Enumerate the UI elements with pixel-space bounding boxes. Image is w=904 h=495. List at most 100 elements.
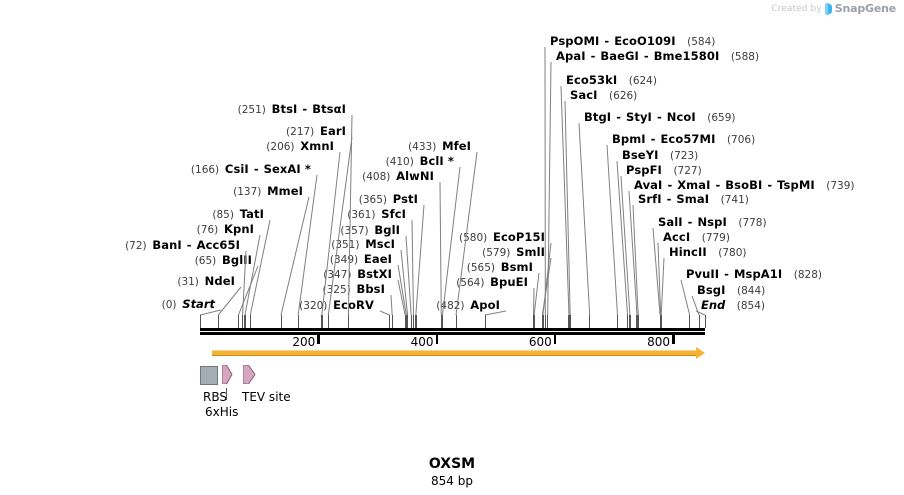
enzyme-label[interactable]: (408) AlwNI [362,170,434,183]
enzyme-label[interactable]: (251) BtsI - BtsαI [238,103,346,116]
cut-site-tick[interactable] [407,315,409,328]
enzyme-label[interactable]: (347) BstXI [323,268,392,281]
enzyme-label[interactable]: End (854) [701,299,765,312]
orf-arrow-body[interactable] [212,350,697,356]
enzyme-label[interactable]: (579) SmlI [482,246,545,259]
enzyme-name: AccI [663,230,691,244]
leader-line [564,100,571,316]
enzyme-label[interactable]: (410) BclI * [386,155,454,168]
enzyme-separator: - [663,178,677,192]
enzyme-label[interactable]: (433) MfeI [408,140,471,153]
enzyme-label[interactable]: BsgI (844) [697,284,765,297]
enzyme-separator: - [298,102,312,116]
cut-site-tick[interactable] [415,315,417,328]
enzyme-label[interactable]: (85) TatI [212,208,264,221]
enzyme-label[interactable]: (166) CsiI - SexAI * [191,163,311,176]
cut-site-tick[interactable] [440,315,442,328]
enzyme-label[interactable]: ApaI - BaeGI - Bme1580I (588) [556,50,759,63]
cut-site-tick[interactable] [704,315,706,328]
enzyme-label[interactable]: BseYI (723) [622,149,698,162]
cut-site-tick[interactable] [660,315,662,328]
cut-site-tick[interactable] [237,315,240,328]
enzyme-label[interactable]: (320) EcoRV [299,299,374,312]
enzyme-position: (361) [347,209,376,221]
ruler-tick [435,335,439,344]
cut-site-tick[interactable] [242,315,244,328]
feature-shape-rbs[interactable] [200,366,218,385]
enzyme-label[interactable]: (65) BglII [195,254,252,267]
enzyme-label[interactable]: AccI (779) [663,231,730,244]
enzyme-label[interactable]: HincII (780) [669,246,746,259]
enzyme-label[interactable]: (76) KpnI [197,223,254,236]
cut-site-tick[interactable] [544,315,547,328]
enzyme-label[interactable]: AvaI - XmaI - BsoBI - TspMI (739) [634,179,855,192]
cut-site-tick[interactable] [297,315,299,328]
cut-site-tick[interactable] [347,315,350,328]
cut-site-tick[interactable] [405,315,408,328]
enzyme-name: TspMI [777,178,815,192]
enzyme-label[interactable]: Eco53kI (624) [566,74,657,87]
cut-site-tick[interactable] [321,315,323,328]
cut-site-tick[interactable] [327,315,329,328]
enzyme-label[interactable]: (349) EaeI [330,253,392,266]
leader-line [606,144,618,316]
cut-site-tick[interactable] [689,315,691,328]
cut-site-tick[interactable] [280,315,282,328]
enzyme-separator: - [586,49,600,63]
leader-line [560,85,570,316]
cut-site-tick[interactable] [629,315,631,328]
cut-site-tick[interactable] [249,315,251,328]
enzyme-label[interactable]: (482) ApoI [436,299,500,312]
cut-site-tick[interactable] [616,315,619,328]
enzyme-label[interactable]: (31) NdeI [177,275,235,288]
enzyme-label[interactable]: (580) EcoP15I [459,231,545,244]
enzyme-label[interactable]: (217) EarI [286,125,346,138]
enzyme-label[interactable]: (351) MscI [331,238,395,251]
cut-site-tick[interactable] [410,315,412,328]
enzyme-name: BtgI [584,110,612,124]
cut-site-tick[interactable] [244,315,246,328]
cut-site-tick[interactable] [217,315,220,328]
enzyme-label[interactable]: (365) PstI [359,193,418,206]
cut-site-tick[interactable] [404,315,406,328]
feature-shape-arrow[interactable] [243,365,257,384]
cut-site-tick[interactable] [388,315,390,328]
enzyme-name: XmaI [677,178,711,192]
enzyme-label[interactable]: SacI (626) [570,89,637,102]
cut-site-tick[interactable] [533,315,535,328]
enzyme-label[interactable]: (357) BglI [340,224,400,237]
enzyme-label[interactable]: (206) XmnI [266,140,334,153]
enzyme-label[interactable]: (565) BsmI [467,261,533,274]
cut-site-tick[interactable] [637,315,639,328]
cut-site-tick[interactable] [636,315,638,328]
cut-site-tick[interactable] [568,315,570,328]
enzyme-label[interactable]: (137) MmeI [233,185,303,198]
enzyme-label[interactable]: PvuII - MspA1I (828) [686,268,822,281]
leader-line [628,190,638,316]
enzyme-label[interactable]: BtgI - StyI - NcoI (659) [584,111,735,124]
enzyme-label[interactable]: PspFI (727) [626,164,702,177]
enzyme-label[interactable]: (325) BbsI [322,283,385,296]
enzyme-label[interactable]: (564) BpuEI [456,276,528,289]
cut-site-tick[interactable] [569,315,571,328]
cut-site-tick[interactable] [627,315,629,328]
cut-site-tick[interactable] [455,315,457,328]
cut-site-tick[interactable] [412,315,415,328]
enzyme-label[interactable]: (72) BanI - Acc65I [125,239,240,252]
enzyme-label[interactable]: BpmI - Eco57MI (706) [612,133,755,146]
enzyme-label[interactable]: (0) Start [162,298,215,311]
enzyme-label[interactable]: SalI - NspI (778) [658,216,767,229]
cut-site-tick[interactable] [542,315,544,328]
enzyme-position: (347) [323,269,352,281]
enzyme-label[interactable]: (361) SfcI [347,208,406,221]
enzyme-label[interactable]: PspOMI - EcoO109I (584) [550,35,715,48]
cut-site-tick[interactable] [441,315,444,328]
cut-site-tick[interactable] [589,315,591,328]
cut-site-tick[interactable] [484,315,486,328]
cut-site-tick[interactable] [698,315,700,328]
cut-site-tick[interactable] [199,315,201,328]
cut-site-tick[interactable] [391,315,393,328]
feature-shape-arrow[interactable] [222,365,234,384]
enzyme-label[interactable]: SrfI - SmaI (741) [638,193,749,206]
cut-site-tick[interactable] [547,315,549,328]
